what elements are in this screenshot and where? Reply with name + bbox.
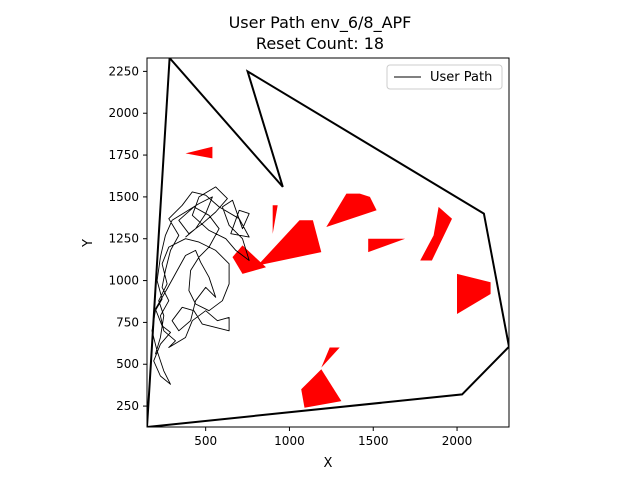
y-tick-label-1250: 1250: [108, 232, 139, 246]
obstacle-8: [457, 273, 491, 314]
user-path-layer: [151, 186, 250, 385]
x-tick-label-500: 500: [194, 434, 217, 448]
obstacle-9: [301, 369, 342, 408]
user-path-line-1: [151, 186, 250, 385]
x-axis: 500 1000 1500 2000: [194, 427, 472, 448]
y-tick-label-1500: 1500: [108, 190, 139, 204]
legend-entry-user-path: User Path: [430, 70, 492, 85]
axes-frame: [146, 57, 510, 428]
y-tick-label-750: 750: [116, 315, 139, 329]
obstacle-5: [326, 193, 377, 227]
boundary-layer: [147, 58, 509, 427]
obstacle-7: [420, 206, 452, 261]
chart-subtitle: Reset Count: 18: [256, 34, 384, 53]
x-tick-label-1500: 1500: [358, 434, 389, 448]
environment-boundary: [147, 58, 509, 427]
obstacle-3: [272, 205, 278, 234]
y-axis: 250 500 750 1000 1250 1500 1750 2000 2250: [108, 64, 147, 413]
y-axis-label: Y: [81, 239, 96, 248]
obstacle-1: [185, 146, 213, 159]
plot-area: [146, 57, 510, 428]
obstacle-4: [257, 220, 322, 266]
legend: User Path: [386, 64, 503, 90]
y-tick-label-1000: 1000: [108, 274, 139, 288]
y-tick-label-500: 500: [116, 357, 139, 371]
x-tick-label-2000: 2000: [442, 434, 473, 448]
obstacle-6: [368, 238, 406, 253]
x-tick-label-1000: 1000: [274, 434, 305, 448]
y-tick-label-2250: 2250: [108, 64, 139, 78]
legend-box: [386, 64, 503, 90]
obstacles-layer: [185, 146, 491, 408]
chart-title: User Path env_6/8_APF: [229, 13, 412, 33]
x-axis-label: X: [324, 456, 333, 471]
obstacle-10: [321, 347, 340, 368]
y-tick-label-2000: 2000: [108, 106, 139, 120]
y-tick-label-1750: 1750: [108, 148, 139, 162]
y-tick-label-250: 250: [116, 399, 139, 413]
